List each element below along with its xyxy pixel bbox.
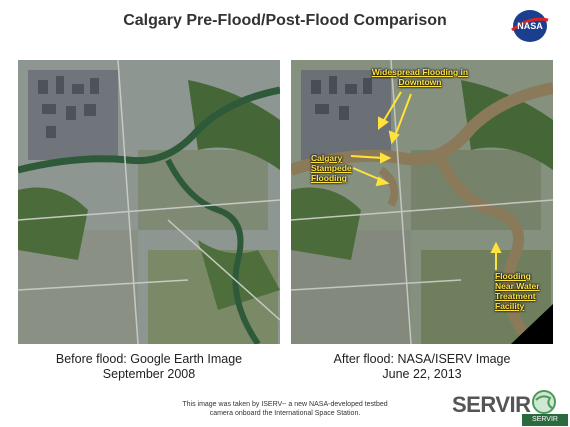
- before-flood-image: [18, 60, 280, 344]
- nasa-logo-text: NASA: [517, 21, 543, 31]
- before-caption-line2: September 2008: [102, 367, 196, 381]
- annotation-treatment-line3: Treatment: [495, 291, 536, 301]
- annotation-treatment-line2: Near Water: [495, 281, 540, 291]
- after-caption-line1: After flood: NASA/ISERV Image: [333, 352, 511, 366]
- page-title: Calgary Pre-Flood/Post-Flood Comparison: [123, 12, 447, 29]
- annotation-stampede-line1: Calgary: [311, 153, 343, 163]
- footnote-line2: camera onboard the International Space S…: [209, 410, 361, 417]
- before-caption-line1: Before flood: Google Earth Image: [55, 352, 243, 366]
- footnote-line1: This image was taken by ISERV-- a new NA…: [182, 401, 388, 408]
- before-caption: Before flood: Google Earth Image Septemb…: [18, 352, 280, 382]
- nasa-logo: NASA: [511, 10, 549, 42]
- servir-logo-text: SERVIR: [452, 392, 531, 417]
- annotation-treatment: Flooding Near Water Treatment Facility: [495, 271, 540, 311]
- annotation-downtown-line2: Downtown: [398, 77, 442, 87]
- footnote: This image was taken by ISERV-- a new NA…: [150, 400, 420, 418]
- annotation-treatment-line4: Facility: [495, 301, 525, 311]
- annotation-downtown-line1: Widespread Flooding in: [371, 67, 469, 77]
- annotation-downtown: Widespread Flooding in Downtown: [365, 67, 475, 87]
- annotation-treatment-line1: Flooding: [495, 271, 531, 281]
- after-flood-image: Widespread Flooding in Downtown Calgary …: [291, 60, 553, 344]
- corner-tag: SERVIR: [522, 414, 568, 426]
- globe-icon: [532, 390, 556, 414]
- annotation-stampede: Calgary Stampede Flooding: [311, 153, 352, 183]
- annotation-stampede-line2: Stampede: [311, 163, 352, 173]
- annotation-stampede-line3: Flooding: [311, 173, 347, 183]
- after-caption-line2: June 22, 2013: [382, 367, 462, 381]
- after-caption: After flood: NASA/ISERV Image June 22, 2…: [291, 352, 553, 382]
